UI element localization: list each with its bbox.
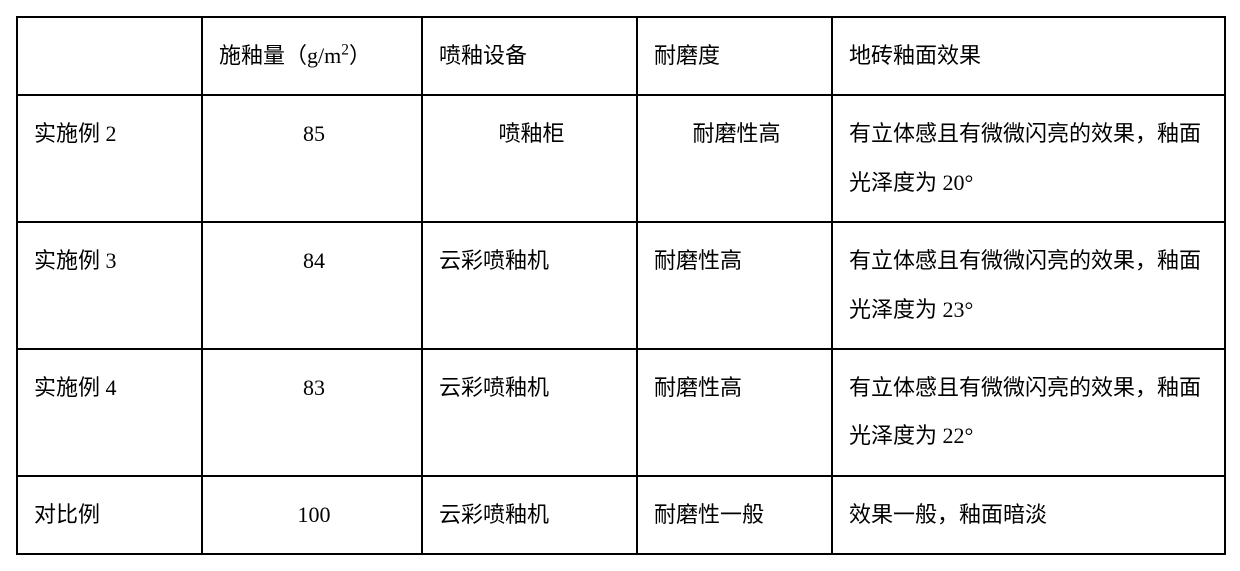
cell-glaze-effect: 有立体感且有微微闪亮的效果，釉面光泽度为 20° [832, 95, 1225, 222]
header-wear-resistance: 耐磨度 [637, 17, 832, 95]
header-glaze-effect: 地砖釉面效果 [832, 17, 1225, 95]
header-glaze-amount-post: ） [349, 43, 371, 68]
cell-spray-equipment: 喷釉柜 [422, 95, 637, 222]
cell-spray-equipment: 云彩喷釉机 [422, 476, 637, 554]
cell-example: 实施例 3 [17, 222, 202, 349]
cell-wear-resistance: 耐磨性一般 [637, 476, 832, 554]
header-example [17, 17, 202, 95]
table-row: 实施例 2 85 喷釉柜 耐磨性高 有立体感且有微微闪亮的效果，釉面光泽度为 2… [17, 95, 1225, 222]
cell-wear-resistance: 耐磨性高 [637, 222, 832, 349]
header-glaze-amount: 施釉量（g/m2） [202, 17, 422, 95]
header-glaze-amount-pre: 施釉量（g/m [219, 43, 341, 68]
cell-wear-resistance: 耐磨性高 [637, 95, 832, 222]
cell-wear-resistance: 耐磨性高 [637, 349, 832, 476]
cell-glaze-effect: 有立体感且有微微闪亮的效果，釉面光泽度为 22° [832, 349, 1225, 476]
table-row: 对比例 100 云彩喷釉机 耐磨性一般 效果一般，釉面暗淡 [17, 476, 1225, 554]
cell-glaze-effect: 效果一般，釉面暗淡 [832, 476, 1225, 554]
table-row: 实施例 4 83 云彩喷釉机 耐磨性高 有立体感且有微微闪亮的效果，釉面光泽度为… [17, 349, 1225, 476]
cell-spray-equipment: 云彩喷釉机 [422, 222, 637, 349]
cell-glaze-effect: 有立体感且有微微闪亮的效果，釉面光泽度为 23° [832, 222, 1225, 349]
header-spray-equipment: 喷釉设备 [422, 17, 637, 95]
cell-example: 实施例 2 [17, 95, 202, 222]
header-glaze-amount-sup: 2 [341, 42, 349, 59]
glaze-table: 施釉量（g/m2） 喷釉设备 耐磨度 地砖釉面效果 实施例 2 85 喷釉柜 耐… [16, 16, 1226, 555]
cell-glaze-amount: 85 [202, 95, 422, 222]
cell-example: 对比例 [17, 476, 202, 554]
cell-glaze-amount: 84 [202, 222, 422, 349]
table-header-row: 施釉量（g/m2） 喷釉设备 耐磨度 地砖釉面效果 [17, 17, 1225, 95]
table-row: 实施例 3 84 云彩喷釉机 耐磨性高 有立体感且有微微闪亮的效果，釉面光泽度为… [17, 222, 1225, 349]
cell-example: 实施例 4 [17, 349, 202, 476]
cell-spray-equipment: 云彩喷釉机 [422, 349, 637, 476]
cell-glaze-amount: 100 [202, 476, 422, 554]
cell-glaze-amount: 83 [202, 349, 422, 476]
